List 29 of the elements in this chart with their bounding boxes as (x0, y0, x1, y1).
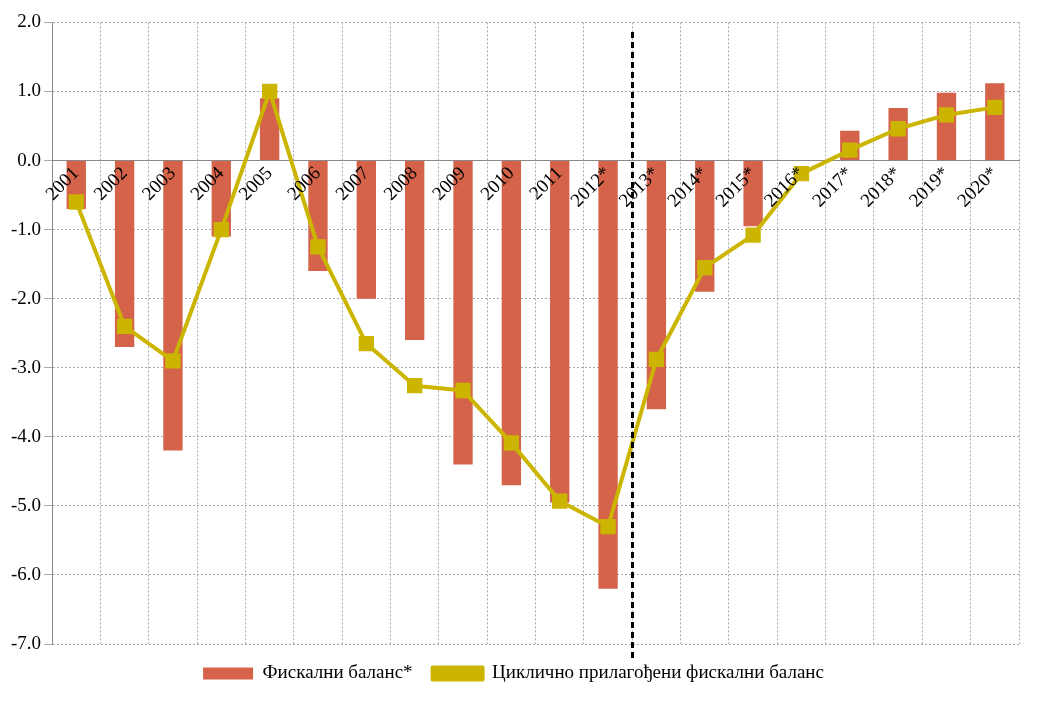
point (648, 351, 665, 368)
point (938, 107, 955, 123)
legend-label: Циклично прилагођени фискални баланс (492, 661, 824, 683)
point (116, 318, 133, 334)
y-tick-label: -2.0 (11, 286, 42, 308)
legend-label: Фискални баланс* (262, 661, 413, 683)
point (261, 83, 278, 100)
point (552, 493, 568, 509)
point (358, 335, 374, 352)
y-tick-label: -5.0 (11, 493, 42, 515)
y-tick-label: -3.0 (11, 355, 42, 377)
y-tick-label: 1.0 (17, 79, 42, 101)
point (745, 227, 761, 243)
point (697, 259, 713, 276)
y-tick-label: 2.0 (17, 10, 42, 32)
point (600, 518, 616, 535)
y-tick-label: -4.0 (11, 424, 42, 446)
y-tick-label: -7.0 (11, 631, 42, 653)
y-tick-label: -1.0 (11, 217, 42, 239)
y-tick-label: 0.0 (17, 148, 42, 170)
point (213, 221, 229, 238)
point (987, 99, 1003, 116)
point (165, 353, 181, 369)
x-tick-label: 2011 (524, 162, 567, 204)
point (407, 378, 423, 394)
point (503, 435, 520, 451)
y-tick-label: -6.0 (11, 562, 42, 584)
point (455, 382, 471, 399)
point (310, 239, 326, 255)
